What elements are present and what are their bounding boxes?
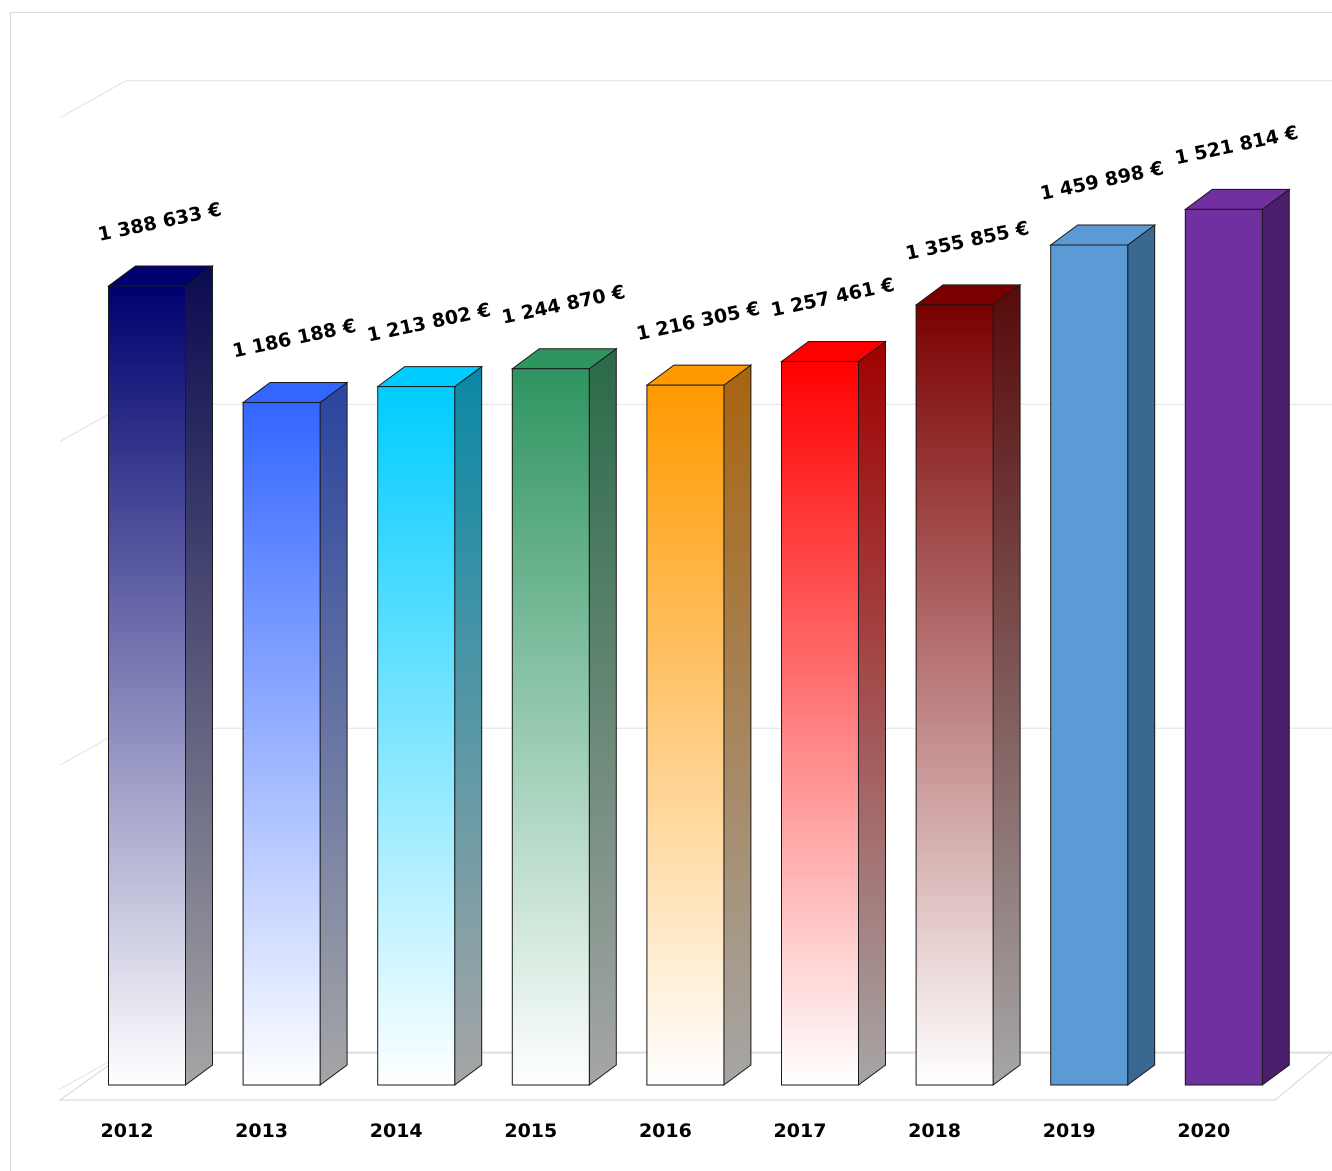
x-tick-label: 2014 [370, 1120, 423, 1142]
bar-2018 [914, 283, 1022, 1086]
x-tick-label: 2012 [101, 1120, 154, 1142]
bar-front [1184, 208, 1263, 1086]
bar-side [319, 381, 348, 1086]
data-label: 1 216 305 € [634, 297, 761, 345]
bar-front [511, 368, 590, 1086]
data-label: 1 244 870 € [500, 281, 627, 329]
bar-2019 [1049, 224, 1157, 1086]
x-tick-label: 2013 [235, 1120, 288, 1142]
bar-front [377, 386, 456, 1086]
bar-front [781, 360, 859, 1086]
bar-2014 [376, 365, 484, 1086]
bar-front [646, 384, 725, 1086]
bars [106, 188, 1291, 1086]
bar-2017 [779, 340, 888, 1086]
bar-side [723, 364, 752, 1086]
x-tick-label: 2015 [504, 1120, 557, 1142]
bar-side [1261, 188, 1290, 1086]
data-label: 1 186 188 € [231, 315, 358, 363]
bar-side [185, 265, 213, 1086]
data-label: 1 459 898 € [1038, 157, 1165, 205]
data-label: 1 521 814 € [1173, 122, 1300, 170]
bar-side [588, 347, 617, 1086]
bar-2015 [510, 347, 618, 1086]
data-label: 1 257 461 € [769, 274, 896, 322]
data-label: 1 388 633 € [96, 198, 223, 246]
data-label: 1 355 855 € [904, 217, 1031, 265]
bar-front [915, 304, 994, 1086]
x-tick-label: 2017 [774, 1120, 827, 1142]
gridline-side [59, 80, 127, 119]
x-tick-label: 2020 [1177, 1120, 1230, 1142]
bar-2016 [645, 364, 753, 1086]
chart-floor [58, 1052, 1332, 1101]
x-tick-label: 2016 [639, 1120, 692, 1142]
category-labels: 2012 2013 2014 2015 2016 2017 2018 2019 2020 [101, 1120, 1231, 1142]
bar-side [1127, 224, 1156, 1086]
bar-front [242, 401, 321, 1086]
bar-2012 [106, 265, 215, 1086]
bar-front [108, 285, 186, 1086]
bar-front [1050, 244, 1129, 1086]
chart-frame [10, 12, 1332, 1171]
x-tick-label: 2019 [1043, 1120, 1096, 1142]
bar-2020 [1183, 188, 1291, 1086]
data-label: 1 213 802 € [365, 299, 492, 347]
bar-side [454, 365, 483, 1086]
x-tick-label: 2018 [908, 1120, 961, 1142]
bar-2013 [241, 381, 349, 1086]
bar-side [858, 340, 886, 1086]
bar-side [992, 283, 1021, 1086]
